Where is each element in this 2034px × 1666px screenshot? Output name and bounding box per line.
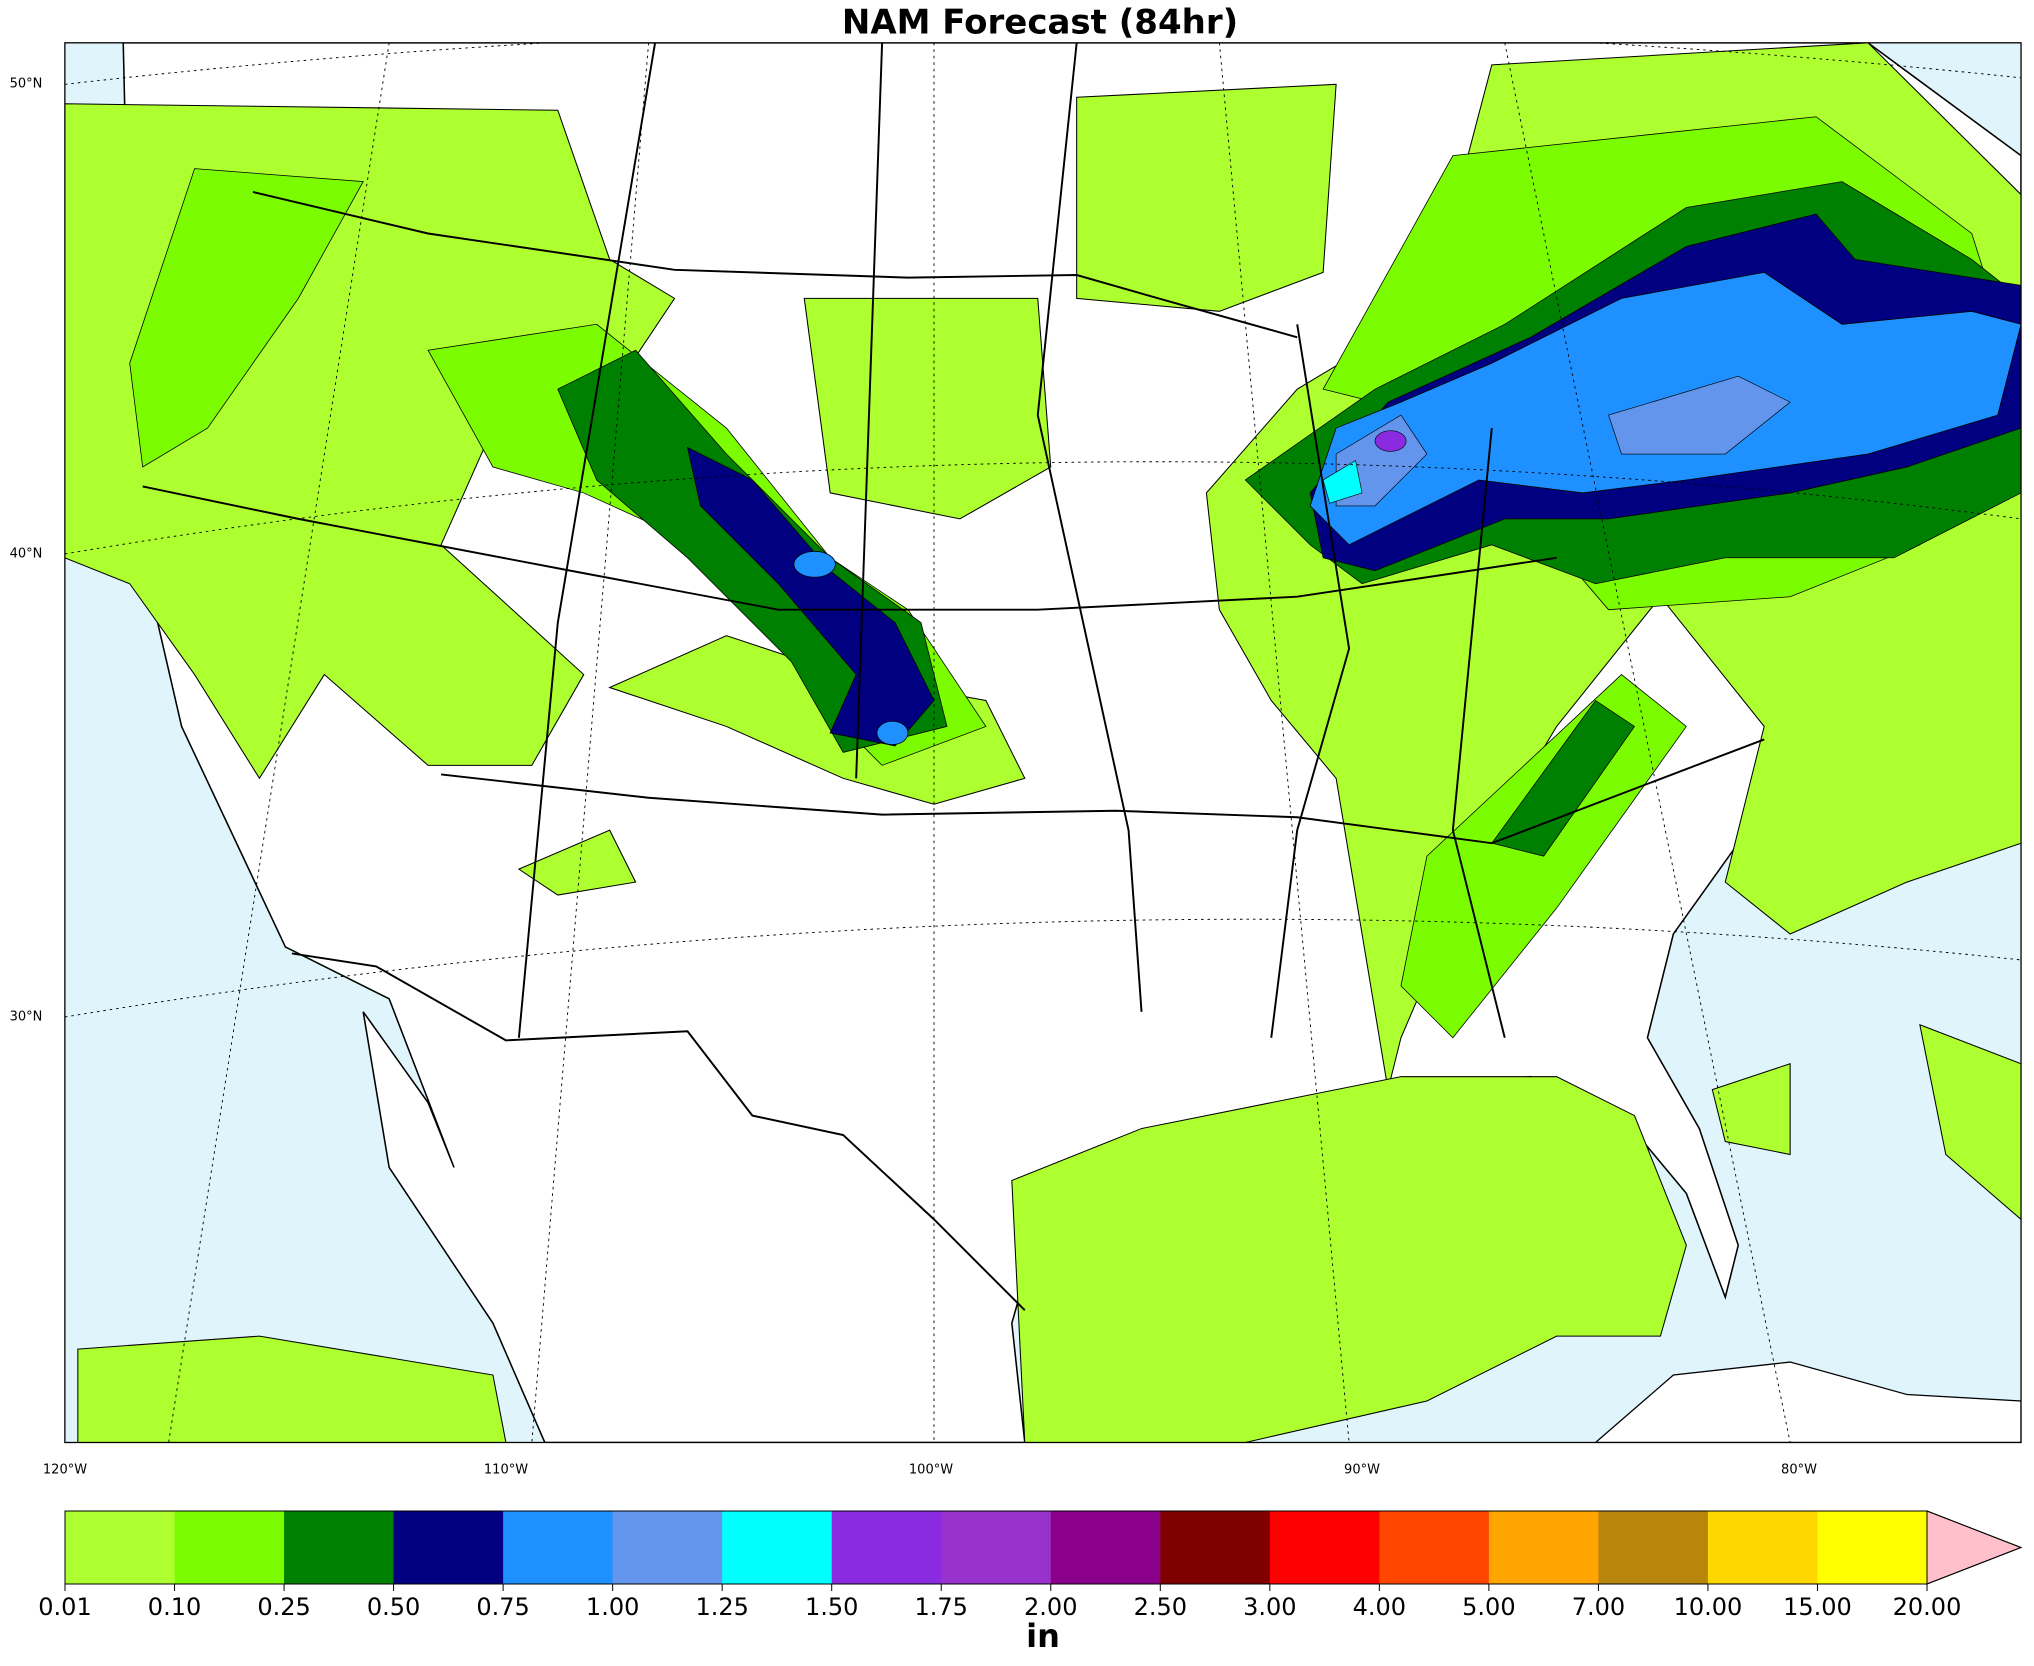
precip-blue-shape <box>876 720 909 745</box>
graticule-shape <box>64 461 2022 555</box>
precip-light-shape <box>1919 1023 2022 1221</box>
colorbar-tick-label: 1.00 <box>586 1593 639 1621</box>
map <box>64 42 2022 1444</box>
colorbar-bin <box>503 1511 614 1584</box>
colorbar-tick-label: 5.00 <box>1462 1593 1515 1621</box>
lat-label: 30°N <box>10 1010 43 1025</box>
lon-label: 100°W <box>909 1463 953 1478</box>
colorbar-bin <box>1050 1511 1161 1584</box>
colorbar-tick-label: 10.00 <box>1674 1593 1743 1621</box>
precip-light-shape <box>608 635 1026 805</box>
precip-lawngreen-shape <box>129 168 364 468</box>
colorbar-extend <box>1926 1510 2023 1585</box>
colorbar-bin <box>65 1511 176 1584</box>
borders-shape <box>440 738 1765 845</box>
colorbar-tick-label: 3.00 <box>1243 1593 1296 1621</box>
precip-navy-shape <box>686 446 935 747</box>
borders-shape <box>142 485 1557 611</box>
colorbar-tick-label: 0.01 <box>38 1593 91 1621</box>
precip-light-shape <box>803 297 1052 520</box>
colorbar-tick-label: 0.75 <box>476 1593 529 1621</box>
lon-label: 90°W <box>1344 1463 1380 1478</box>
graticule <box>64 42 2022 1443</box>
colorbar-bin <box>722 1511 833 1584</box>
precip-green-shape <box>1491 699 1636 857</box>
colorbar-tick-label: 2.50 <box>1134 1593 1187 1621</box>
colorbar-bin <box>831 1511 942 1584</box>
colorbar-bin <box>393 1511 504 1584</box>
colorbar-bin <box>612 1511 723 1584</box>
lon-label: 120°W <box>43 1463 87 1478</box>
colorbar-tick-label: 0.25 <box>257 1593 310 1621</box>
precip-blue-shape <box>793 550 836 578</box>
precip-light-shape <box>1076 83 1337 312</box>
colorbar-tick-label: 0.50 <box>367 1593 420 1621</box>
lat-label: 40°N <box>10 547 43 562</box>
colorbar-tick-label: 1.75 <box>915 1593 968 1621</box>
graticule-shape <box>1218 42 1350 1443</box>
precip-light-shape <box>1711 1062 1791 1156</box>
colorbar-outline <box>64 1510 2023 1585</box>
map-body <box>64 42 2022 1443</box>
precip-cyan <box>1322 459 1363 504</box>
borders-shape <box>1036 42 1143 1012</box>
colorbar-bin <box>1707 1511 1818 1584</box>
colorbar-tick-label: 2.00 <box>1024 1593 1077 1621</box>
colorbar-tick-label: 1.50 <box>805 1593 858 1621</box>
borders <box>142 42 1765 1311</box>
colorbar-bin <box>284 1511 395 1584</box>
borders-shape <box>1270 324 1351 1038</box>
precip-light-shape <box>77 1335 507 1443</box>
colorbar-bin <box>1379 1511 1490 1584</box>
colorbar-tick-label: 20.00 <box>1893 1593 1962 1621</box>
title: NAM Forecast (84hr) <box>842 3 1238 43</box>
graticule-shape <box>531 42 650 1443</box>
colorbar-bin <box>174 1511 285 1584</box>
colorbar-unit: in <box>1026 1617 1060 1655</box>
colorbar-tick-label: 15.00 <box>1783 1593 1852 1621</box>
colorbar-bin <box>941 1511 1052 1584</box>
land <box>1594 1361 2022 1443</box>
colorbar-bin <box>1817 1511 1928 1584</box>
precip-violet <box>1374 430 1407 452</box>
precip-cornflower-shape <box>1608 375 1791 455</box>
map-frame <box>64 42 2022 1444</box>
borders-shape <box>517 42 657 1038</box>
borders-shape <box>855 42 884 779</box>
colorbar-tick-label: 0.10 <box>148 1593 201 1621</box>
colorbar-bin <box>1160 1511 1271 1584</box>
colorbar-tick-label: 4.00 <box>1353 1593 1406 1621</box>
lon-label: 110°W <box>484 1463 528 1478</box>
colorbar-bin <box>1488 1511 1599 1584</box>
colorbar-bin <box>1598 1511 1709 1584</box>
graticule-shape <box>64 42 2022 85</box>
colorbar-tick-label: 7.00 <box>1572 1593 1625 1621</box>
borders-shape <box>1451 427 1506 1038</box>
borders-shape <box>291 952 1026 1311</box>
lon-label: 80°W <box>1781 1463 1817 1478</box>
colorbar: 0.01 0.10 0.25 0.50 0.75 1.00 1.25 1.50 1.75 2.00… <box>38 1510 2023 1621</box>
graticule-shape <box>64 918 2022 1018</box>
borders-shape <box>252 191 1298 339</box>
graticule-shape <box>168 42 390 1443</box>
lat-label: 50°N <box>10 77 43 92</box>
precip-light-shape <box>1011 1076 1687 1443</box>
colorbar-bin <box>1269 1511 1380 1584</box>
graticule-shape <box>1504 42 1791 1443</box>
precip-light-shape <box>517 829 637 896</box>
colorbar-tick-label: 1.25 <box>695 1593 748 1621</box>
